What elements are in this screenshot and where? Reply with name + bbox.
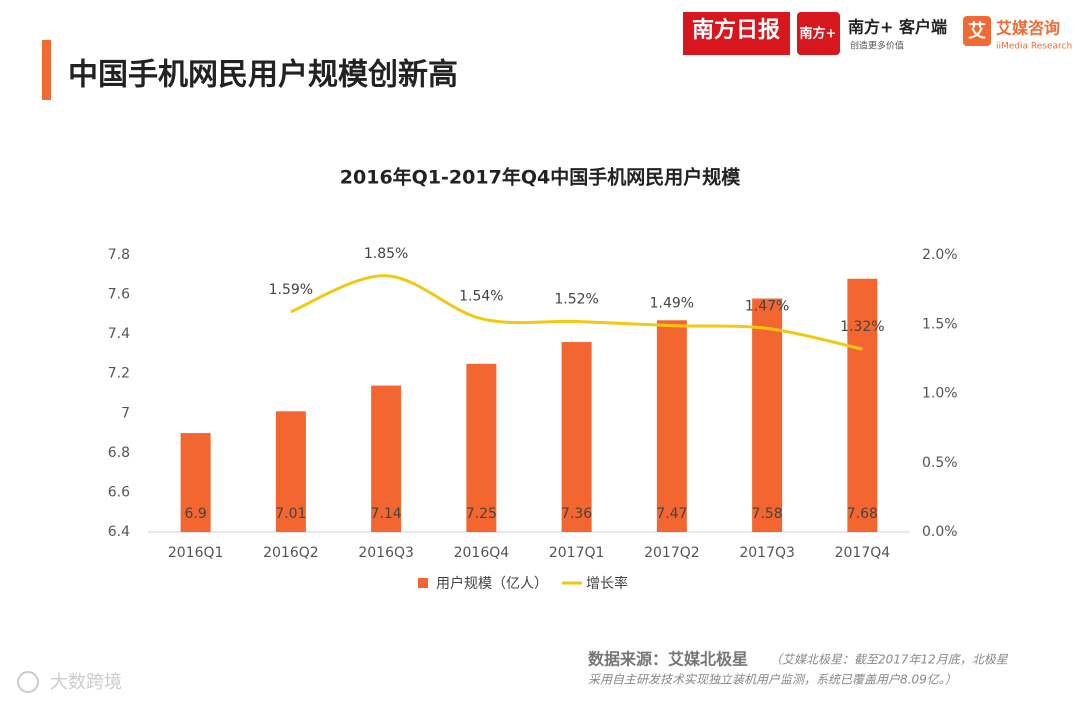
y-tick-label: 6.8 [108,445,130,461]
logo-text: 南方+ 客户端 [848,18,947,37]
source-label: 数据来源：艾媒北极星 [588,650,748,669]
bar-value-label: 7.14 [371,506,402,522]
bar [371,385,402,532]
legend-label: 增长率 [586,575,628,592]
bar [180,433,211,532]
bar [561,342,592,532]
y-tick-label: 7.6 [108,287,130,303]
logo-icon [963,16,991,46]
line-value-label: 1.49% [650,296,694,312]
logo-icon [797,12,840,55]
y2-tick-label: 0.0% [922,524,958,540]
watermark-icon [17,671,39,693]
title-accent [42,40,51,100]
watermark: 大数跨境 [50,672,122,693]
logo-box [683,12,790,55]
logo-text: 艾媒咨询 [996,19,1060,38]
y2-tick-label: 1.5% [922,316,958,332]
bar [847,278,878,532]
y2-tick-label: 1.0% [922,386,958,402]
legend-label: 用户规模（亿人） [436,575,548,592]
y2-tick-label: 0.5% [922,455,958,471]
line-value-label: 1.47% [745,298,789,314]
source-note: 采用自主研发技术实现独立装机用户监测，系统已覆盖用户8.09亿。） [588,673,957,687]
x-tick-label: 2016Q3 [358,545,414,561]
bar [275,411,306,532]
x-tick-label: 2017Q4 [835,545,891,561]
bar-value-label: 7.68 [847,506,878,522]
bar-value-label: 7.36 [561,506,592,522]
y-tick-label: 6.6 [108,484,130,500]
source-note: （艾媒北极星：截至2017年12月底，北极星 [770,653,1009,667]
bar-value-label: 7.47 [656,506,687,522]
bar-value-label: 7.25 [466,506,497,522]
x-tick-label: 2016Q1 [168,545,224,561]
logo-text: 创造更多价值 [850,40,904,52]
chart-title: 2016年Q1-2017年Q4中国手机网民用户规模 [340,166,741,189]
line-value-label: 1.85% [364,246,408,262]
logo-text: iiMedia Research [996,42,1072,52]
bar-value-label: 7.58 [752,506,783,522]
bar-value-label: 6.9 [184,506,206,522]
x-tick-label: 2017Q3 [739,545,795,561]
logo-icon-text: 南方+ [800,26,837,42]
logo-text: 南方日报 [692,17,780,43]
y2-tick-label: 2.0% [922,247,958,263]
y-tick-label: 7.4 [108,326,130,342]
x-tick-label: 2016Q2 [263,545,319,561]
y-tick-label: 7.8 [108,247,130,263]
line [290,274,863,351]
line-value-label: 1.54% [459,289,503,305]
bar-value-label: 7.01 [275,506,306,522]
x-tick-label: 2017Q2 [644,545,700,561]
page-title: 中国手机网民用户规模创新高 [68,58,458,93]
x-tick-label: 2017Q1 [549,545,605,561]
bar [466,363,497,532]
line-value-label: 1.52% [554,291,598,307]
y-tick-label: 7.2 [108,366,130,382]
bar [656,320,687,532]
logo-icon-text: 艾 [968,20,986,42]
line-value-label: 1.32% [840,319,884,335]
y-tick-label: 7 [121,405,130,421]
bar [752,298,783,532]
legend-swatch [418,578,428,588]
y-tick-label: 6.4 [108,524,130,540]
x-tick-label: 2016Q4 [454,545,510,561]
line-value-label: 1.59% [269,282,313,298]
